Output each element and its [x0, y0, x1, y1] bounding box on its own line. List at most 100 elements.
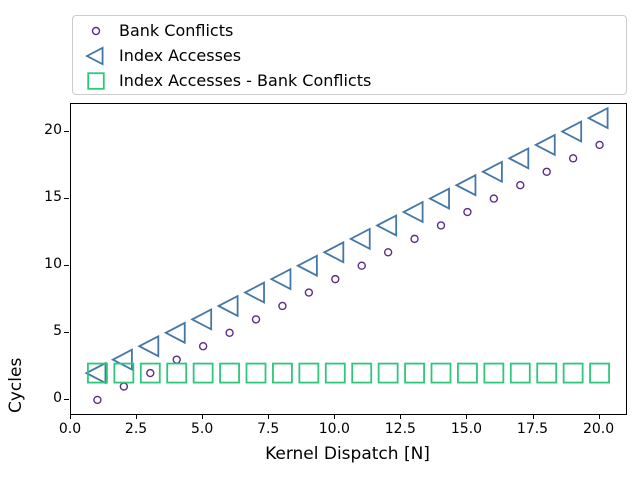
- x-tick-mark: [400, 414, 402, 419]
- square-marker-pt: [377, 362, 399, 384]
- x-tick-mark: [532, 414, 534, 419]
- square-marker-pt: [245, 362, 267, 384]
- square-marker-pt: [324, 362, 346, 384]
- triangle-left-marker-pt: [243, 281, 265, 304]
- x-tick-label: 10.0: [318, 421, 350, 437]
- triangle-left-marker-pt: [348, 227, 371, 251]
- x-axis-label: Kernel Dispatch [N]: [265, 444, 430, 464]
- square-marker-pt: [139, 362, 161, 384]
- y-tick-mark: [64, 398, 69, 400]
- square-marker-pt: [351, 362, 373, 384]
- square-marker-pt: [404, 362, 425, 384]
- x-tick-label: 17.5: [516, 421, 549, 437]
- circle-marker-pt: [146, 368, 155, 378]
- circle-marker-pt: [568, 154, 578, 163]
- triangle-left-icon: [73, 44, 119, 68]
- square-marker-pt: [430, 362, 452, 384]
- circle-marker-pt: [304, 288, 314, 297]
- x-tick-label: 15.0: [450, 421, 482, 437]
- circle-marker-pt: [436, 221, 446, 230]
- y-tick-label: 15: [44, 188, 62, 205]
- circle-marker-pt: [119, 382, 129, 391]
- legend-label: Bank Conflicts: [119, 21, 234, 40]
- circle-marker-pt: [198, 342, 208, 351]
- legend-item-1: Index Accesses: [73, 43, 626, 68]
- square-marker-pt: [457, 362, 478, 384]
- circle-marker-pt: [278, 301, 287, 311]
- square-marker-pt: [509, 362, 531, 384]
- x-tick-mark: [466, 414, 468, 419]
- x-tick-mark: [334, 414, 336, 419]
- triangle-left-marker-pt: [480, 160, 503, 184]
- circle-marker-pt: [595, 140, 604, 150]
- triangle-left-marker-pt: [560, 120, 583, 143]
- triangle-left-marker-pt: [401, 200, 424, 224]
- square-marker-legend: [87, 71, 105, 90]
- y-tick-label: 20: [44, 121, 62, 138]
- circle-marker-pt: [463, 207, 472, 217]
- legend: Bank Conflicts Index Accesses Index Access…: [72, 15, 627, 95]
- circle-marker-pt: [93, 395, 102, 405]
- circle-marker-pt: [516, 180, 525, 190]
- legend-item-0: Bank Conflicts: [73, 18, 626, 43]
- y-tick-mark: [64, 130, 69, 132]
- square-marker-pt: [298, 362, 320, 384]
- plot-area: [70, 103, 627, 415]
- circle-marker-pt: [172, 355, 181, 364]
- x-tick-mark: [136, 414, 138, 419]
- circle-marker-pt: [542, 167, 551, 176]
- square-marker-pt: [192, 362, 214, 384]
- legend-item-2: Index Accesses - Bank Conflicts: [73, 68, 626, 93]
- plot-markers: [84, 106, 610, 405]
- square-icon: [73, 69, 119, 93]
- triangle-left-marker-pt: [137, 334, 160, 358]
- x-tick-mark: [70, 414, 71, 419]
- legend-items: Bank Conflicts Index Accesses Index Access…: [73, 18, 626, 93]
- triangle-left-marker-pt: [163, 321, 186, 345]
- triangle-left-marker-pt: [454, 173, 477, 197]
- y-tick-mark: [64, 264, 69, 266]
- triangle-left-marker-pt: [375, 214, 398, 237]
- legend-label: Index Accesses: [119, 46, 242, 65]
- circle-marker-pt: [251, 315, 261, 324]
- y-tick-label: 10: [44, 255, 62, 272]
- triangle-left-marker-pt: [269, 267, 292, 291]
- square-marker-pt: [113, 362, 135, 384]
- triangle-left-marker-pt: [110, 348, 133, 372]
- legend-label: Index Accesses - Bank Conflicts: [119, 71, 372, 90]
- y-tick-label: 5: [53, 322, 62, 339]
- square-marker-pt: [166, 362, 188, 384]
- circle-marker-pt: [225, 328, 234, 338]
- circle-marker-pt: [331, 274, 340, 284]
- triangle-left-marker-pt: [322, 240, 345, 264]
- circle-marker-pt: [357, 261, 366, 270]
- y-tick-label: 0: [53, 389, 62, 406]
- x-tick-mark: [268, 414, 270, 419]
- square-marker-pt: [483, 362, 505, 384]
- x-tick-label: 2.5: [124, 421, 148, 437]
- circle-marker-pt: [489, 194, 499, 203]
- square-marker-pt: [536, 362, 558, 384]
- triangle-left-marker-pt: [586, 106, 609, 130]
- square-marker-pt: [589, 362, 610, 384]
- circle-marker-pt: [410, 234, 419, 244]
- x-tick-label: 12.5: [384, 421, 416, 437]
- triangle-left-marker-pt: [190, 308, 213, 331]
- y-tick-mark: [64, 331, 69, 333]
- x-tick-mark: [598, 414, 600, 419]
- x-tick-label: 5.0: [191, 421, 214, 437]
- triangle-left-marker-pt: [507, 146, 530, 170]
- circle-marker-pt: [383, 248, 393, 257]
- triangle-left-marker-pt: [84, 361, 107, 385]
- square-marker-pt: [87, 362, 108, 384]
- square-marker-pt: [272, 362, 293, 384]
- triangle-left-marker-legend: [85, 45, 104, 66]
- circle-icon: [73, 19, 119, 43]
- triangle-left-marker-pt: [533, 133, 556, 157]
- triangle-left-marker-pt: [428, 187, 450, 210]
- square-marker-pt: [562, 362, 584, 384]
- x-tick-label: 7.5: [257, 421, 280, 437]
- y-tick-mark: [64, 197, 69, 199]
- triangle-left-marker-pt: [295, 254, 318, 278]
